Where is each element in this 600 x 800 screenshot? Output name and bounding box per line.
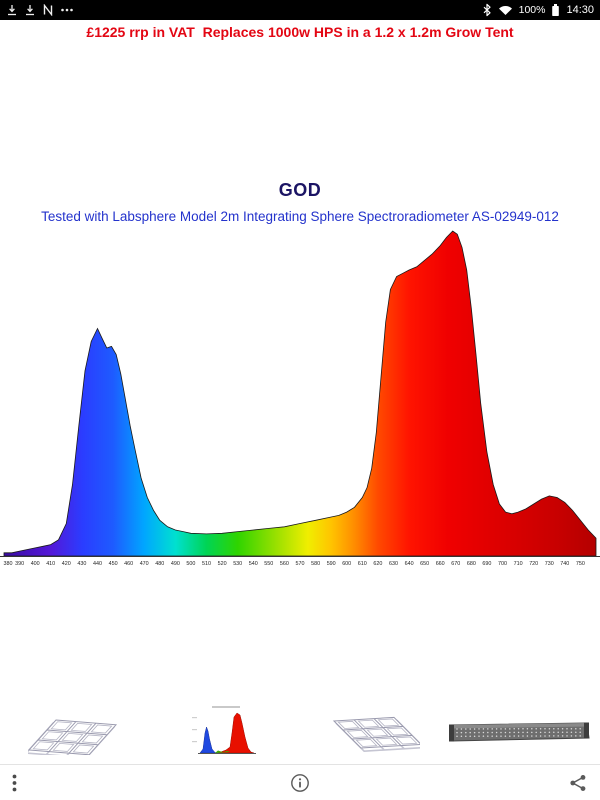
share-icon [570, 774, 586, 791]
svg-text:420: 420 [62, 561, 71, 567]
svg-text:440: 440 [93, 561, 102, 567]
svg-text:570: 570 [296, 561, 305, 567]
svg-text:470: 470 [140, 561, 149, 567]
thumbnail-spectrum-mini-chart[interactable] [190, 703, 262, 759]
chart-title: GOD [278, 180, 322, 200]
nfc-icon [43, 4, 53, 16]
overflow-icon [61, 8, 73, 12]
svg-text:390: 390 [15, 561, 24, 567]
svg-text:690: 690 [482, 561, 491, 567]
svg-text:610: 610 [358, 561, 367, 567]
svg-text:460: 460 [124, 561, 133, 567]
svg-text:720: 720 [529, 561, 538, 567]
x-axis-labels: 380 390 400 410 420 430 440 450 460 470 480 490 500 5… [4, 561, 585, 567]
share-button[interactable] [568, 773, 588, 793]
menu-dots-icon [12, 774, 17, 791]
svg-text:560: 560 [280, 561, 289, 567]
download-icon [26, 5, 34, 16]
svg-text:710: 710 [514, 561, 523, 567]
svg-text:640: 640 [405, 561, 414, 567]
svg-text:450: 450 [109, 561, 118, 567]
svg-text:430: 430 [77, 561, 86, 567]
svg-text:380: 380 [4, 561, 13, 567]
svg-text:670: 670 [451, 561, 460, 567]
chart-subtitle: Tested with Labsphere Model 2m Integrati… [41, 209, 559, 224]
download-icon [8, 5, 16, 16]
spectrum-chart: 380 390 400 410 420 430 440 450 460 470 480 490 500 5… [0, 230, 600, 567]
svg-text:400: 400 [31, 561, 40, 567]
svg-text:580: 580 [311, 561, 320, 567]
bottom-bar [0, 764, 600, 800]
svg-text:590: 590 [327, 561, 336, 567]
svg-text:410: 410 [46, 561, 55, 567]
led-panel-sketch-icon [328, 705, 420, 757]
bluetooth-icon [483, 3, 491, 17]
battery-percent: 100% [518, 4, 546, 16]
svg-text:680: 680 [467, 561, 476, 567]
spectrum-area [3, 230, 597, 557]
svg-text:650: 650 [420, 561, 429, 567]
promo-banner: £1225 rrp in VAT Replaces 1000w HPS in a… [86, 24, 514, 40]
status-bar: 100% 14:30 [0, 0, 600, 20]
svg-text:600: 600 [342, 561, 351, 567]
status-bar-right: 100% 14:30 [482, 3, 594, 17]
led-panel-sketch-icon [28, 709, 122, 755]
wifi-icon [498, 5, 512, 15]
svg-text:510: 510 [202, 561, 211, 567]
svg-text:750: 750 [576, 561, 585, 567]
thumbnail-led-panel-drawing-1[interactable] [28, 709, 122, 755]
info-icon [291, 773, 309, 792]
svg-text:620: 620 [373, 561, 382, 567]
svg-text:520: 520 [218, 561, 227, 567]
thumbnail-row [0, 695, 600, 765]
svg-text:740: 740 [560, 561, 569, 567]
svg-text:660: 660 [436, 561, 445, 567]
menu-button[interactable] [12, 774, 17, 792]
svg-text:490: 490 [171, 561, 180, 567]
svg-text:700: 700 [498, 561, 507, 567]
battery-icon [552, 4, 560, 16]
svg-text:550: 550 [264, 561, 273, 567]
svg-text:540: 540 [249, 561, 258, 567]
thumbnail-led-bar-fixture[interactable] [446, 718, 592, 746]
svg-text:500: 500 [186, 561, 195, 567]
info-button[interactable] [290, 773, 310, 793]
svg-text:480: 480 [155, 561, 164, 567]
svg-text:630: 630 [389, 561, 398, 567]
svg-text:730: 730 [545, 561, 554, 567]
thumbnail-led-panel-drawing-2[interactable] [328, 705, 420, 757]
led-bar-icon [449, 722, 590, 742]
clock: 14:30 [566, 4, 594, 16]
mini-spectrum-icon [190, 703, 262, 759]
status-bar-left [6, 4, 74, 16]
svg-text:530: 530 [233, 561, 242, 567]
